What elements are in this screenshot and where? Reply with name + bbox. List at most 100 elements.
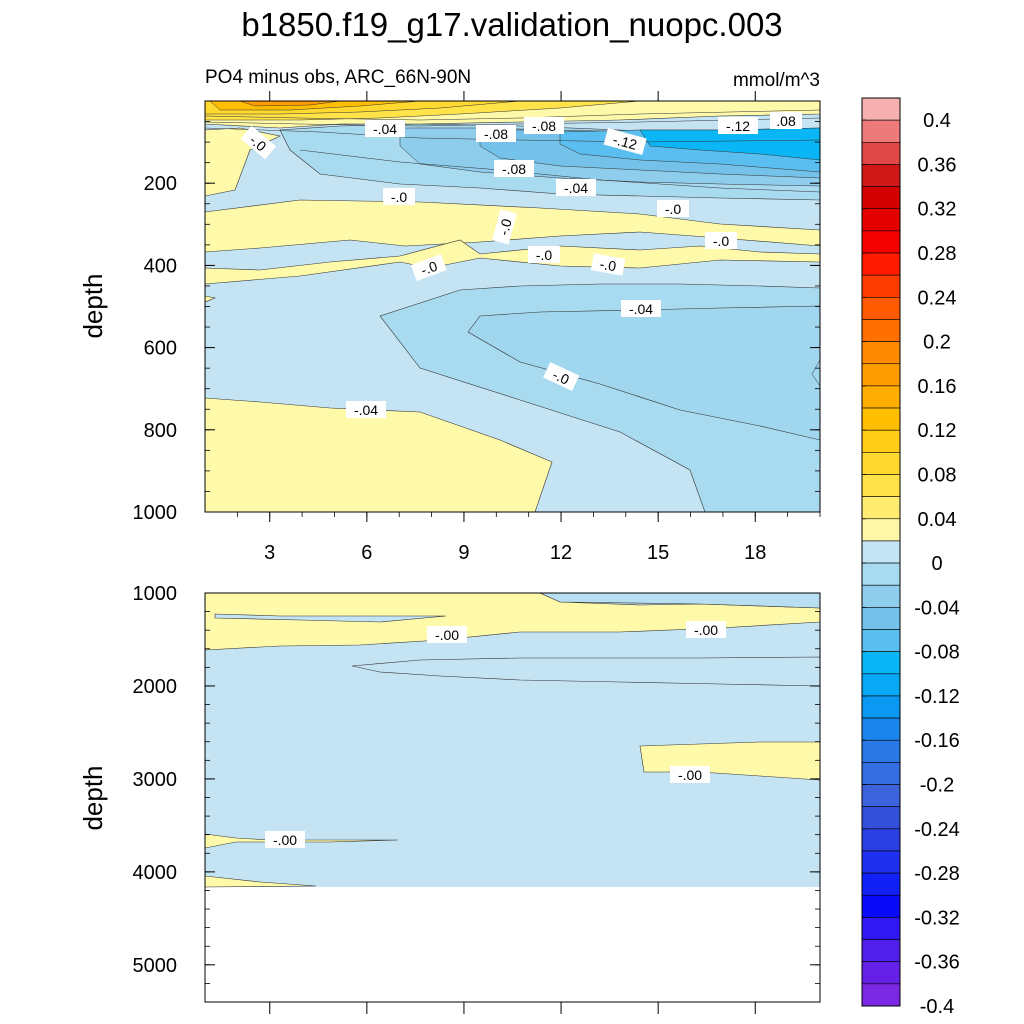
- upper-x-tick-label: 6: [361, 542, 372, 564]
- contour-label-background: [524, 117, 564, 134]
- colorbar-label: -0.28: [914, 863, 960, 885]
- contour-label-text: -.0: [419, 258, 440, 279]
- lower-y-tick-label: 5000: [133, 955, 178, 977]
- contour-label-text: -.00: [694, 622, 718, 638]
- colorbar-swatch: [861, 164, 901, 187]
- colorbar-label: 0.36: [918, 154, 957, 176]
- colorbar-swatch: [861, 739, 901, 763]
- chart-title: b1850.f19_g17.validation_nuopc.003: [241, 6, 782, 43]
- upper-contour-label: -.0: [705, 232, 737, 249]
- upper-contour-label: -.0: [657, 200, 689, 217]
- colorbar-label: 0: [931, 553, 942, 575]
- upper-x-tick-label: 15: [647, 542, 669, 564]
- upper-y-tick-label: 1000: [133, 502, 178, 524]
- contour-line-surface-a: [205, 109, 820, 121]
- upper-y-tick-label: 200: [144, 173, 177, 195]
- upper-contour-label: -.04: [346, 401, 386, 418]
- colorbar-label: 0.16: [918, 376, 957, 398]
- contour-line-upper-a: [205, 127, 820, 143]
- contour-label-text: -.08: [532, 118, 556, 134]
- contour-label-background: [346, 401, 386, 418]
- contour-label-background: [670, 766, 710, 783]
- contour-label-background: [528, 246, 560, 263]
- contour-line-right-edge: [811, 359, 820, 387]
- colorbar-label: -0.32: [914, 907, 960, 929]
- lower-contour-label: -.00: [686, 621, 726, 638]
- contour-label-background: [770, 112, 802, 129]
- colorbar-frame: [861, 97, 901, 1007]
- lower-y-tick-label: 1000: [133, 583, 178, 605]
- upper-contour-label: -.08: [494, 160, 534, 177]
- colorbar-label: -0.36: [914, 952, 960, 974]
- upper-contour-label: -.0: [383, 188, 415, 205]
- upper-y-tick-label: 600: [144, 338, 177, 360]
- colorbar-swatch: [861, 828, 901, 852]
- colorbar-swatch: [861, 872, 901, 896]
- colorbar-label: -0.08: [914, 642, 960, 664]
- upper-contour-label: -.0: [410, 254, 447, 281]
- contour-label-text: -.00: [435, 627, 459, 643]
- upper-contour-label: -.04: [556, 179, 596, 196]
- lower-panel: -.00 -.00 -.00 -.00 1000 2000 3000 4000 5000 de…: [78, 583, 821, 1014]
- upper-x-tick-label: 12: [550, 542, 572, 564]
- colorbar-swatch: [861, 252, 901, 276]
- colorbar-label: 0.24: [918, 287, 957, 309]
- colorbar-labels: 0.4 0.36 0.32 0.28 0.24 0.2 0.16 0.12 0.08 0.04 0 -…: [862, 110, 960, 1018]
- colorbar-swatch: [861, 119, 901, 143]
- colorbar-swatch: [861, 607, 901, 630]
- upper-y-ticks: 200 400 600 800 1000: [133, 100, 820, 524]
- lower-contour-label: -.00: [265, 831, 305, 848]
- lower-x-ticks: [269, 1002, 756, 1014]
- contour-label-background: [240, 125, 277, 160]
- contour-label-text: .08: [776, 113, 796, 129]
- contour-label-background: [686, 621, 726, 638]
- lower-y-ticks: 1000 2000 3000 4000 5000: [133, 583, 820, 1003]
- contour-fill-zero-left-sliver: [205, 295, 217, 303]
- colorbar-label: -0.16: [914, 730, 960, 752]
- colorbar-swatch: [861, 850, 901, 874]
- lower-zero-top-lens: [214, 613, 447, 623]
- contour-line-surface-b: [205, 117, 820, 127]
- colorbar-swatch: [861, 518, 901, 542]
- contour-label-background: [590, 253, 626, 276]
- colorbar-label: 0.12: [918, 420, 957, 442]
- colorbar: 0.4 0.36 0.32 0.28 0.24 0.2 0.16 0.12 0.08 0.04 0 -…: [861, 97, 960, 1018]
- upper-contour-label: -.0: [528, 246, 560, 263]
- upper-subtitle-left: PO4 minus obs, ARC_66N-90N: [205, 67, 471, 88]
- colorbar-label: -0.04: [914, 597, 960, 619]
- colorbar-swatch: [861, 186, 901, 210]
- lower-contour-field: [205, 593, 820, 888]
- colorbar-swatch: [861, 784, 901, 807]
- upper-contour-label: -.12: [718, 117, 758, 134]
- upper-contour-label: .08: [770, 112, 802, 129]
- colorbar-swatch: [861, 208, 901, 232]
- contour-label-text: -.0: [550, 366, 572, 387]
- contour-label-background: [543, 362, 580, 392]
- upper-x-tick-label: 9: [458, 542, 469, 564]
- colorbar-swatch: [861, 319, 901, 342]
- contour-line-upper-b: [299, 149, 820, 193]
- upper-contour-label: -.04: [365, 120, 405, 137]
- lower-minus04-top-right: [539, 593, 820, 609]
- colorbar-swatch: [861, 806, 901, 830]
- colorbar-swatch: [861, 496, 901, 520]
- colorbar-swatch: [861, 584, 901, 608]
- colorbar-swatch: [861, 717, 901, 741]
- colorbar-swatch: [861, 385, 901, 409]
- colorbar-label: -0.2: [920, 775, 954, 797]
- lower-contour-label: -.00: [670, 766, 710, 783]
- contour-label-text: -.04: [629, 301, 653, 317]
- upper-contour-label: -.04: [621, 300, 661, 317]
- colorbar-label: 0.04: [918, 509, 957, 531]
- colorbar-swatch: [861, 695, 901, 719]
- lower-contour-label: -.00: [427, 626, 467, 643]
- colorbar-swatch: [861, 673, 901, 697]
- contour-label-background: [365, 120, 405, 137]
- lower-y-axis-label: depth: [78, 765, 108, 830]
- colorbar-swatch: [861, 917, 901, 940]
- upper-contour-label: -.12: [603, 128, 647, 155]
- upper-contour-label: -.0: [543, 362, 580, 392]
- upper-y-tick-label: 800: [144, 420, 177, 442]
- colorbar-swatch: [861, 894, 901, 918]
